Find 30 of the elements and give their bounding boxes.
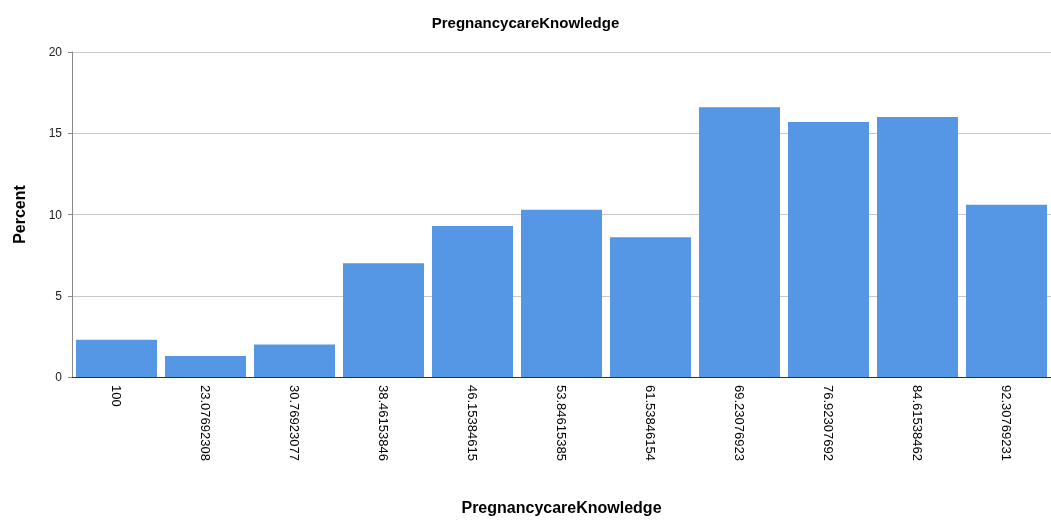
- bar: [76, 339, 157, 377]
- bar: [610, 237, 691, 377]
- bar: [254, 344, 335, 377]
- x-tick-label: 46.15384615: [465, 385, 480, 461]
- x-tick-label: 53.84615385: [554, 385, 569, 461]
- y-tick-label: 5: [55, 288, 63, 303]
- y-tick-label: 15: [48, 126, 63, 141]
- x-tick-label: 92.30769231: [999, 385, 1014, 461]
- y-axis-title: Percent: [10, 184, 28, 244]
- x-tick-label: 38.46153846: [376, 385, 391, 461]
- bar: [165, 355, 246, 377]
- x-tick-label: 61.53846154: [643, 385, 658, 461]
- x-axis-title: PregnancycareKnowledge: [461, 498, 662, 516]
- bar: [432, 225, 513, 377]
- bar: [699, 107, 780, 377]
- x-tick-label: 30.76923077: [287, 385, 302, 461]
- bar: [343, 263, 424, 377]
- bar: [877, 117, 958, 377]
- bar: [521, 209, 602, 377]
- x-tick-label: 84.61538462: [910, 385, 925, 461]
- chart-title: PregnancycareKnowledge: [431, 14, 620, 31]
- bar: [966, 204, 1047, 377]
- y-tick-label: 20: [48, 45, 63, 59]
- x-tick-label: 76.92307692: [821, 385, 836, 461]
- y-tick-label: 10: [48, 207, 63, 222]
- x-tick-label: 100: [109, 385, 124, 407]
- bar: [788, 121, 869, 377]
- x-tick-label: 23.07692308: [198, 385, 213, 461]
- x-tick-label: 69.23076923: [732, 385, 747, 461]
- y-tick-label: 0: [55, 370, 63, 384]
